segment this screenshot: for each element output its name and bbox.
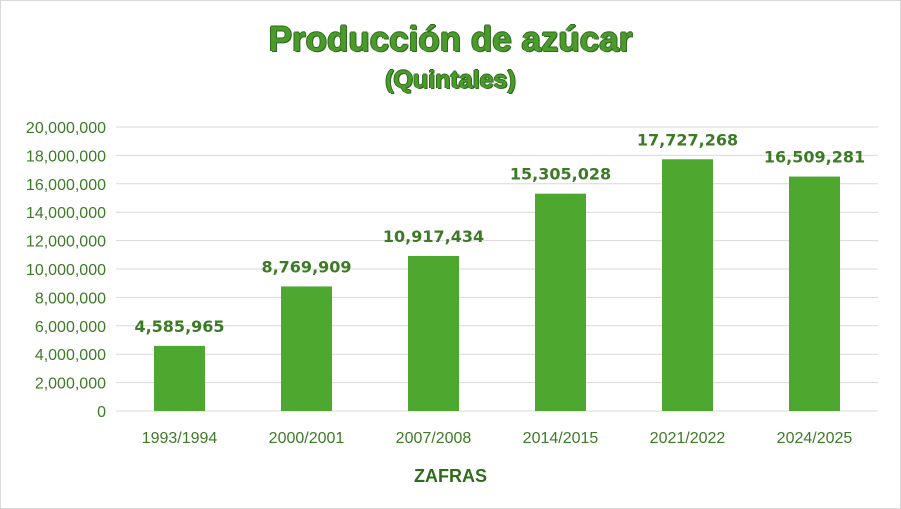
y-tick-label: 14,000,000 bbox=[26, 205, 106, 222]
x-tick-label: 1993/1994 bbox=[142, 430, 218, 447]
y-tick-label: 8,000,000 bbox=[35, 290, 106, 307]
bar bbox=[662, 159, 713, 411]
data-label: 8,769,909 bbox=[261, 257, 351, 276]
y-tick-label: 20,000,000 bbox=[26, 120, 106, 137]
x-axis-title: ZAFRAS bbox=[414, 466, 487, 486]
x-tick-label: 2021/2022 bbox=[650, 430, 726, 447]
x-tick-label: 2014/2015 bbox=[523, 430, 599, 447]
x-tick-label: 2024/2025 bbox=[777, 430, 853, 447]
y-tick-label: 2,000,000 bbox=[35, 376, 106, 393]
bar bbox=[535, 193, 586, 411]
bar bbox=[281, 286, 332, 411]
data-label: 15,305,028 bbox=[510, 165, 611, 184]
y-tick-label: 6,000,000 bbox=[35, 319, 106, 336]
chart-title: Producción de azúcar bbox=[268, 20, 633, 59]
data-label: 16,509,281 bbox=[764, 148, 865, 167]
bar bbox=[789, 176, 840, 411]
y-tick-label: 10,000,000 bbox=[26, 262, 106, 279]
data-label: 10,917,434 bbox=[383, 227, 484, 246]
x-tick-label: 2000/2001 bbox=[269, 430, 345, 447]
chart-subtitle: (Quintales) bbox=[385, 66, 516, 94]
bar bbox=[154, 345, 205, 411]
data-label: 17,727,268 bbox=[637, 130, 738, 149]
x-tick-label: 2007/2008 bbox=[396, 430, 472, 447]
y-tick-label: 12,000,000 bbox=[26, 234, 106, 251]
y-tick-label: 16,000,000 bbox=[26, 177, 106, 194]
data-label: 4,585,965 bbox=[134, 317, 224, 336]
y-tick-label: 4,000,000 bbox=[35, 347, 106, 364]
y-tick-label: 0 bbox=[97, 404, 106, 421]
y-tick-label: 18,000,000 bbox=[26, 148, 106, 165]
bar bbox=[408, 255, 459, 411]
